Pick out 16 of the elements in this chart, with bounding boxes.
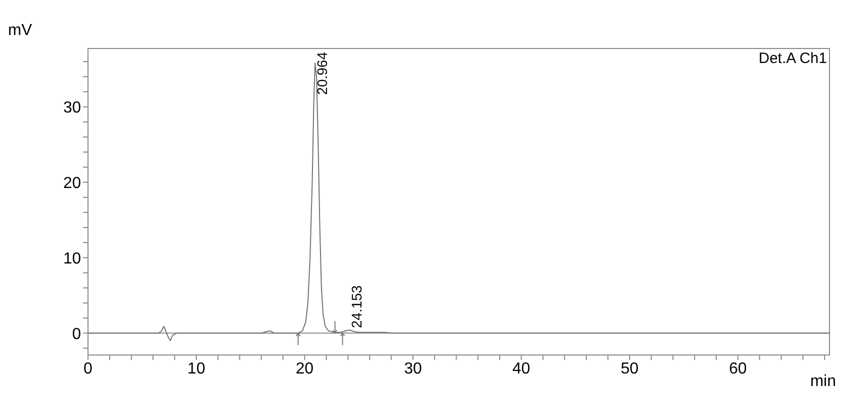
annotation: 24.153 xyxy=(348,285,365,328)
y-tick-label: 10 xyxy=(63,250,82,268)
x-tick-label: 50 xyxy=(620,360,639,378)
y-axis-title: mV xyxy=(8,22,32,40)
x-tick-label: 40 xyxy=(512,360,530,378)
x-tick-label: 10 xyxy=(187,360,206,378)
y-tick-label: 20 xyxy=(63,174,82,192)
x-tick-label: 30 xyxy=(404,360,422,378)
y-tick-label: 30 xyxy=(63,100,82,117)
x-tick-label: 0 xyxy=(84,360,93,378)
x-tick-label: 60 xyxy=(729,360,747,378)
annotation: 20.964 xyxy=(314,52,330,95)
x-axis-title: min xyxy=(810,373,836,391)
annotation: Det.A Ch1 xyxy=(758,50,827,67)
y-tick-label: 0 xyxy=(72,326,82,343)
x-tick-label: 20 xyxy=(296,360,314,378)
